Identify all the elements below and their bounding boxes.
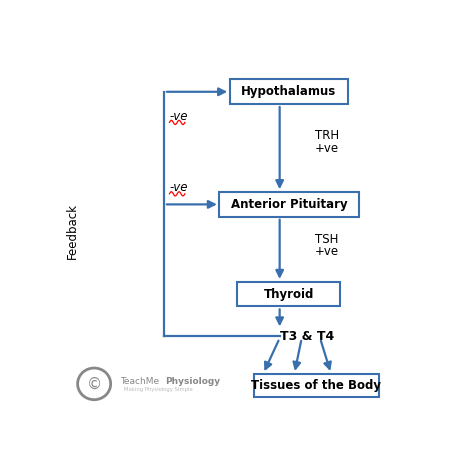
Text: Feedback: Feedback [65,203,79,259]
Text: Tissues of the Body: Tissues of the Body [251,379,382,392]
Text: TSH: TSH [315,233,338,246]
Text: +ve: +ve [315,142,339,154]
Text: -ve: -ve [169,110,188,123]
FancyBboxPatch shape [254,374,379,397]
FancyBboxPatch shape [219,192,359,217]
Text: Hypothalamus: Hypothalamus [241,85,337,98]
Text: T3 & T4: T3 & T4 [280,330,334,343]
Text: +ve: +ve [315,245,339,258]
Text: TRH: TRH [315,129,339,142]
Text: Thyroid: Thyroid [264,287,314,301]
Text: Physiology: Physiology [165,377,220,386]
Text: -ve: -ve [169,181,188,194]
Text: TeachMe: TeachMe [120,377,159,386]
FancyBboxPatch shape [237,282,340,307]
FancyBboxPatch shape [230,80,347,104]
Text: Making Physiology Simple: Making Physiology Simple [124,387,192,392]
Text: ©: © [87,377,102,391]
Text: Anterior Pituitary: Anterior Pituitary [230,198,347,211]
